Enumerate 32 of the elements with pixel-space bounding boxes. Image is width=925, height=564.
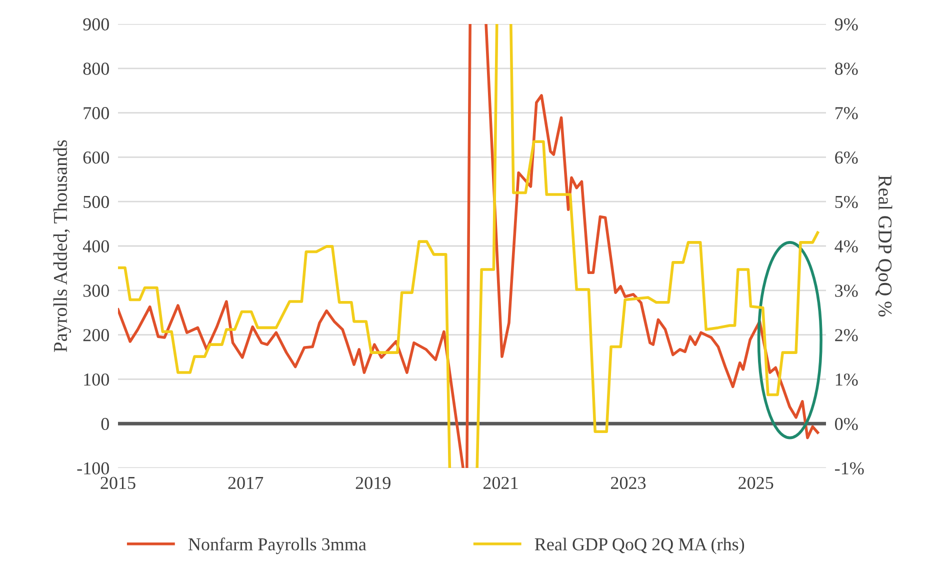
y2-tick-label: 9%	[834, 18, 858, 30]
y-tick-label: 300	[83, 284, 109, 297]
y2-tick-label: 2%	[835, 329, 858, 342]
y2-tick-label: 0%	[835, 418, 858, 430]
y2-tick-label: 6%	[835, 151, 858, 164]
x-tick-label: 2023	[611, 476, 646, 490]
y-tick-label: 600	[83, 151, 109, 164]
y-tick-label: 800	[83, 62, 109, 75]
legend-label: Nonfarm Payrolls 3mma	[188, 538, 366, 554]
y-tick-label: 500	[84, 196, 109, 208]
y2-tick-label: 7%	[836, 107, 858, 120]
y-tick-label: 700	[84, 107, 109, 120]
x-tick-label: 2025	[738, 476, 774, 490]
y2-tick-label: 8%	[835, 62, 858, 75]
y2-tick-label: -1%	[835, 462, 864, 474]
x-tick-label: 2021	[483, 476, 518, 490]
y-tick-label: 900	[83, 18, 109, 30]
x-tick-label: 2019	[356, 476, 390, 490]
x-tick-label: 2015	[100, 476, 136, 490]
y-tick-label: 400	[82, 240, 109, 252]
y-tick-label: 100	[84, 373, 109, 386]
y2-tick-label: 1%	[836, 373, 858, 386]
y2-axis-title: Real GDP QoQ %	[876, 175, 892, 317]
y-tick-label: -100	[77, 462, 109, 474]
x-tick-label: 2017	[228, 476, 264, 490]
y2-tick-label: 3%	[835, 284, 858, 297]
y-axis-title: Payrolls Added, Thousands	[53, 140, 72, 352]
y2-tick-label: 5%	[835, 196, 858, 208]
y-tick-label: 0	[101, 418, 109, 430]
legend-label: Real GDP QoQ 2Q MA (rhs)	[534, 538, 744, 554]
y2-tick-label: 4%	[834, 240, 858, 252]
y-tick-label: 200	[83, 329, 109, 342]
